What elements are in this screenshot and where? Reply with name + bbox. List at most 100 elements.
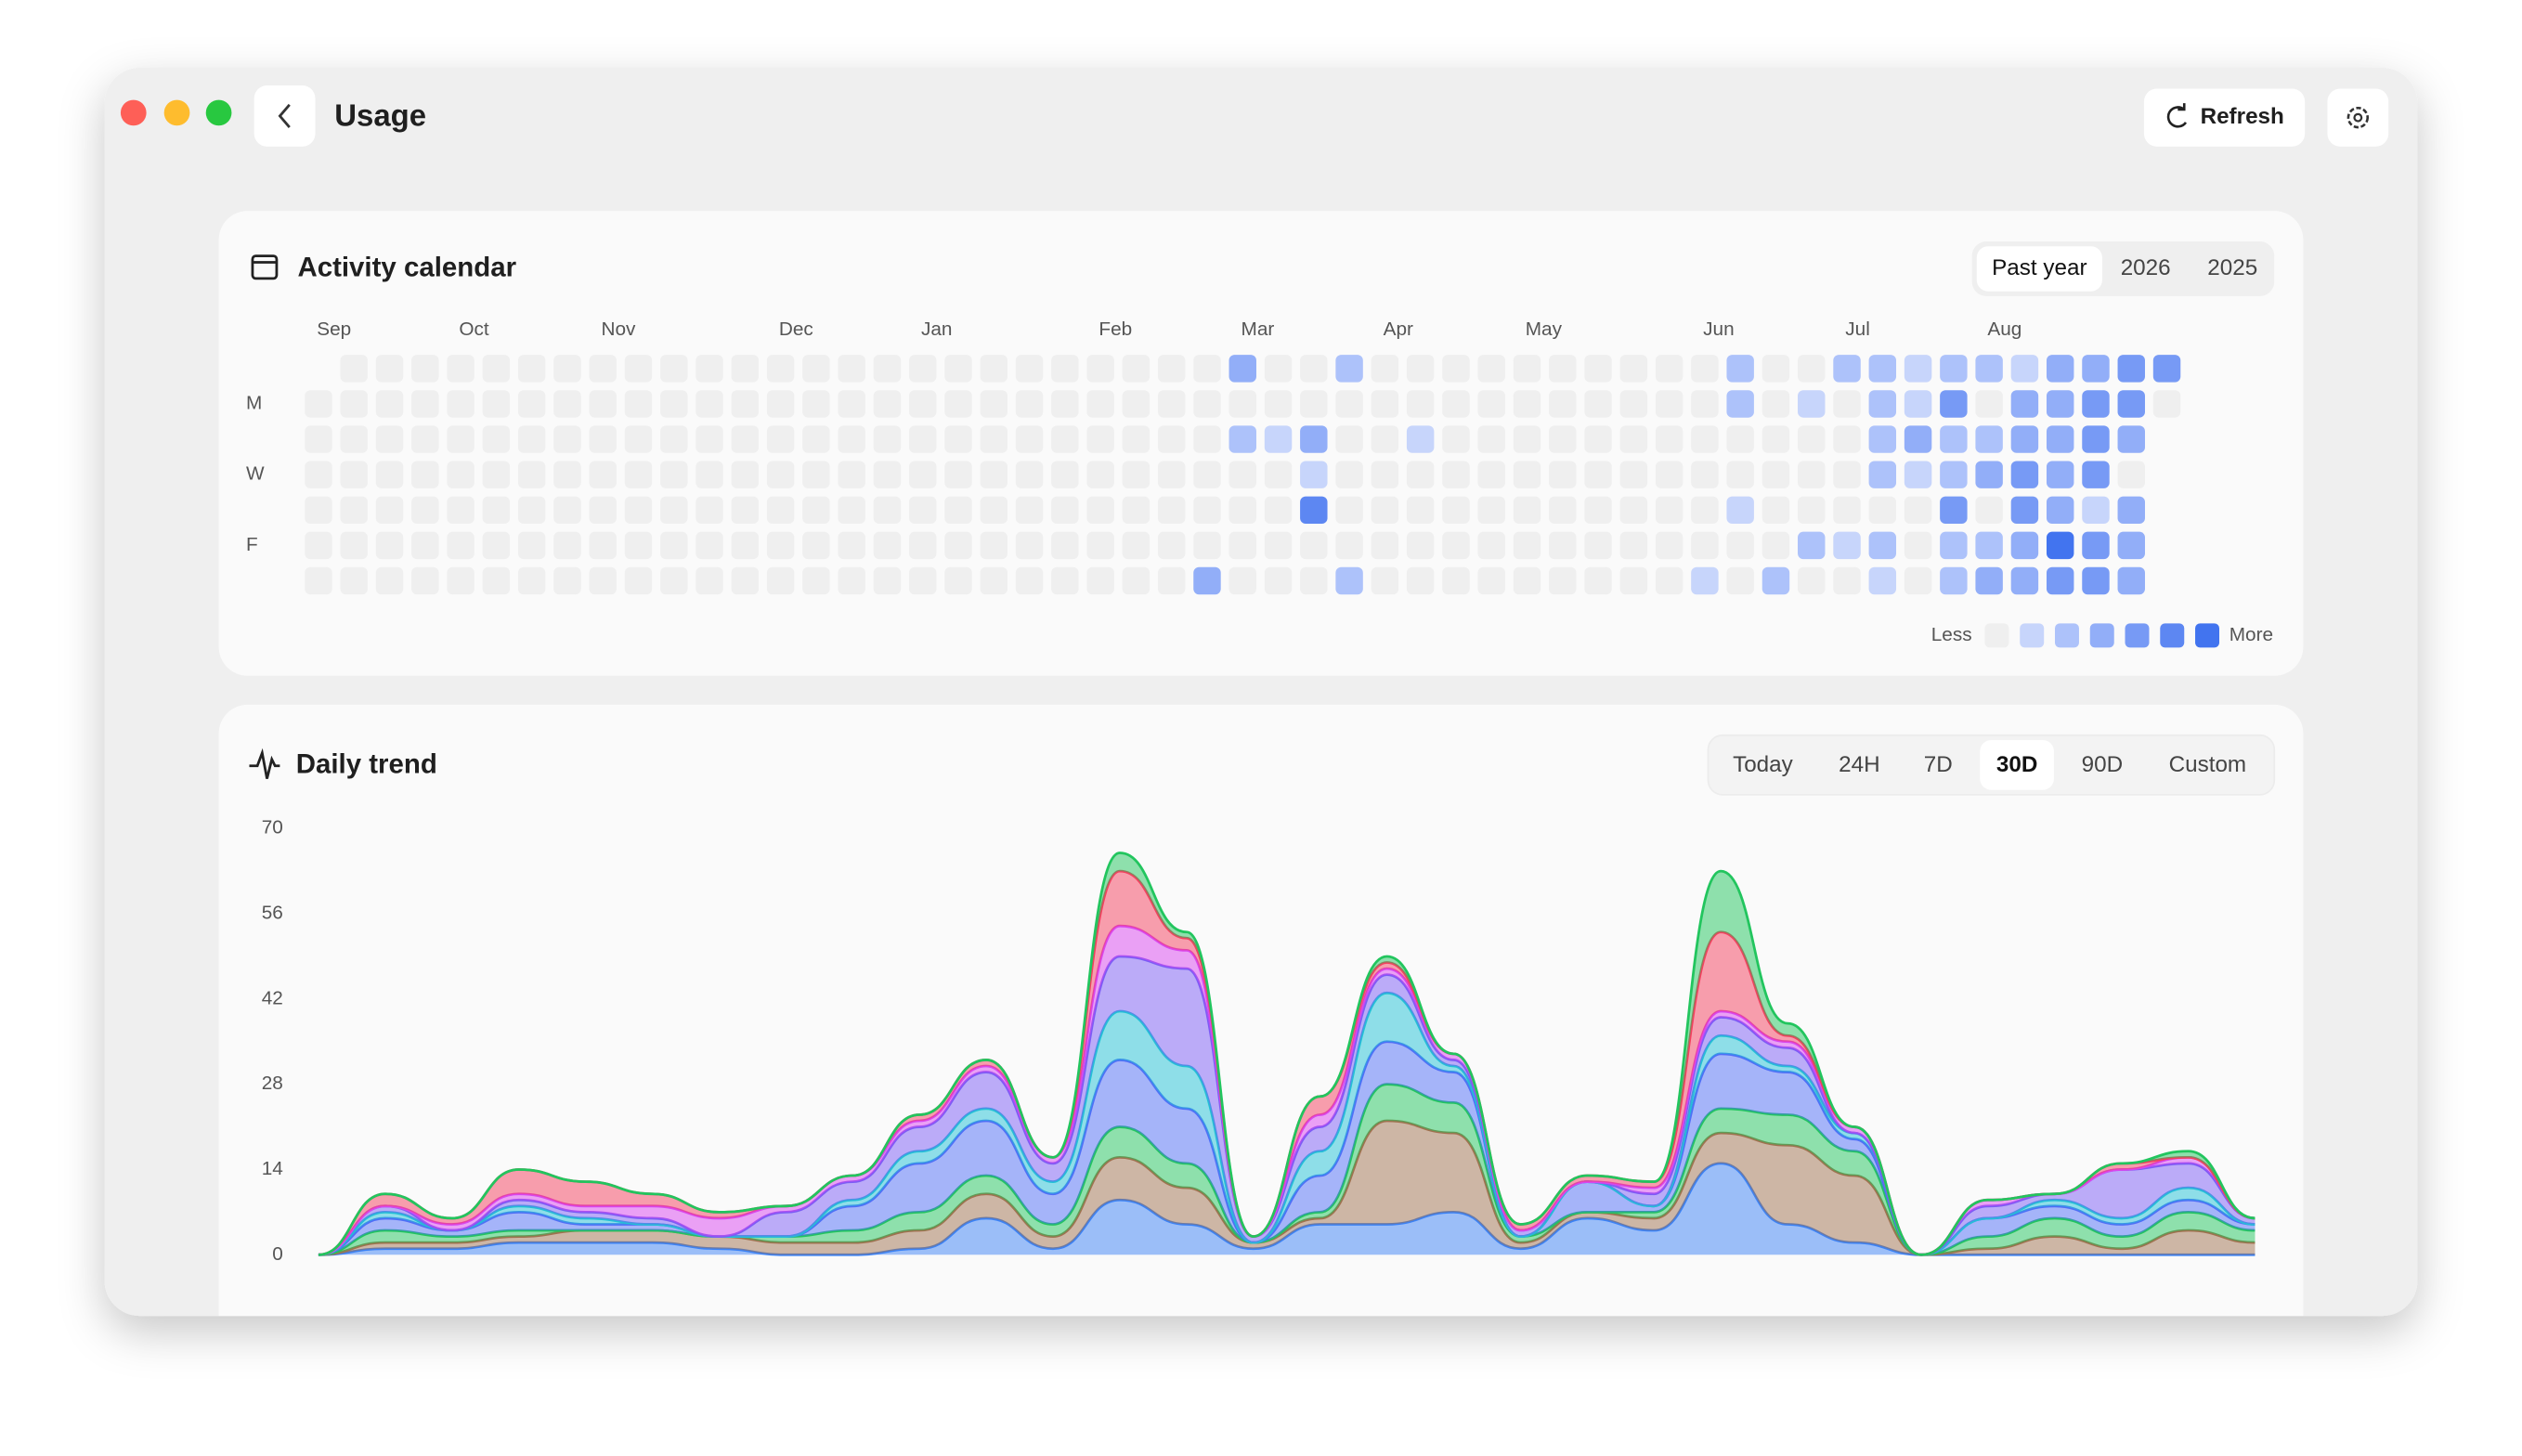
- activity-cell: [624, 390, 653, 418]
- activity-cell: [1051, 496, 1079, 525]
- activity-cell: [1904, 531, 1932, 560]
- activity-cell: [2010, 566, 2039, 595]
- activity-cell: [1584, 566, 1612, 595]
- activity-cell: [1691, 496, 1719, 525]
- activity-cell: [944, 566, 972, 595]
- activity-cell: [2152, 390, 2181, 418]
- activity-cell: [1193, 390, 1221, 418]
- activity-cell: [2082, 390, 2110, 418]
- activity-cell: [660, 355, 688, 383]
- y-tick-label: 14: [262, 1158, 283, 1179]
- activity-cell: [660, 531, 688, 560]
- range-tab[interactable]: Custom: [2169, 752, 2247, 777]
- activity-cell: [1086, 531, 1114, 560]
- minimize-button[interactable]: [163, 99, 190, 126]
- selected-tab: [1980, 739, 2054, 790]
- activity-cell: [1371, 531, 1399, 560]
- activity-cell: [873, 531, 902, 560]
- activity-cell: [2082, 496, 2110, 525]
- activity-cell: [980, 461, 1008, 488]
- month-label: Oct: [459, 318, 489, 340]
- activity-cell: [447, 425, 474, 453]
- activity-cell: [375, 531, 404, 560]
- activity-cell: [1371, 566, 1399, 595]
- activity-cell: [1228, 355, 1256, 383]
- activity-cell: [1442, 531, 1470, 560]
- activity-cell: [1513, 355, 1541, 383]
- activity-cell: [1868, 531, 1897, 560]
- activity-cell: [909, 496, 937, 525]
- activity-cell: [624, 566, 653, 595]
- page-title: Usage: [334, 98, 426, 132]
- activity-cell: [1264, 496, 1293, 525]
- range-tab[interactable]: 24H: [1839, 752, 1879, 777]
- activity-cell: [1975, 390, 2003, 418]
- range-tab[interactable]: 90D: [2082, 752, 2124, 777]
- activity-cell: [1193, 496, 1221, 525]
- activity-cell: [1833, 355, 1861, 383]
- activity-cell: [553, 355, 581, 383]
- settings-button[interactable]: [2327, 88, 2389, 147]
- activity-cell: [766, 390, 795, 418]
- activity-cell: [1975, 531, 2003, 560]
- zoom-button[interactable]: [205, 99, 232, 126]
- back-button[interactable]: [254, 85, 316, 147]
- month-label: May: [1526, 318, 1563, 340]
- activity-cell: [1264, 531, 1293, 560]
- activity-cell: [482, 566, 511, 595]
- activity-cell: [1406, 461, 1435, 488]
- activity-cell: [1584, 425, 1612, 453]
- area-layer: [318, 993, 2256, 1255]
- activity-cell: [1655, 566, 1684, 595]
- activity-cell: [1086, 390, 1114, 418]
- range-tab[interactable]: 2026: [2121, 255, 2171, 280]
- activity-cell: [1442, 355, 1470, 383]
- activity-cell: [1193, 531, 1221, 560]
- activity-cell: [2117, 531, 2145, 560]
- range-tab[interactable]: 7D: [1924, 752, 1953, 777]
- activity-cell: [766, 461, 795, 488]
- activity-cell: [517, 531, 546, 560]
- activity-cell: [944, 425, 972, 453]
- y-tick-label: 42: [262, 987, 283, 1008]
- activity-cell: [1868, 566, 1897, 595]
- activity-cell: [1549, 461, 1577, 488]
- activity-cell: [1904, 390, 1932, 418]
- activity-cell: [305, 496, 332, 525]
- activity-cell: [1193, 566, 1221, 595]
- activity-cell: [553, 496, 581, 525]
- activity-cell: [1477, 496, 1505, 525]
- activity-cell: [411, 425, 439, 453]
- activity-cell: [411, 461, 439, 488]
- activity-cell: [1584, 390, 1612, 418]
- activity-cell: [1228, 496, 1256, 525]
- range-tab[interactable]: Today: [1733, 752, 1794, 777]
- month-label: Feb: [1098, 318, 1132, 340]
- range-tab[interactable]: Past year: [1992, 255, 2086, 280]
- activity-cell: [1371, 390, 1399, 418]
- month-label: Dec: [779, 318, 813, 340]
- activity-cell: [340, 390, 368, 418]
- range-tab[interactable]: 2025: [2207, 255, 2257, 280]
- activity-cell: [766, 566, 795, 595]
- activity-cell: [696, 531, 723, 560]
- close-button[interactable]: [120, 99, 147, 126]
- activity-cell: [517, 355, 546, 383]
- activity-cell: [1798, 355, 1826, 383]
- y-tick-label: 0: [272, 1243, 283, 1265]
- activity-cell: [731, 531, 760, 560]
- activity-cell: [980, 355, 1008, 383]
- legend-swatch: [1984, 623, 2009, 648]
- month-label: Aug: [1987, 318, 2022, 340]
- range-tab[interactable]: 30D: [1996, 752, 2038, 777]
- activity-cell: [1549, 496, 1577, 525]
- month-label: Mar: [1242, 318, 1275, 340]
- legend-swatch: [2020, 623, 2045, 648]
- activity-cell: [696, 425, 723, 453]
- activity-cell: [517, 566, 546, 595]
- activity-cell: [1833, 390, 1861, 418]
- activity-cell: [838, 531, 865, 560]
- activity-cell: [1904, 425, 1932, 453]
- activity-cell: [1264, 461, 1293, 488]
- selected-tab: [1976, 246, 2102, 292]
